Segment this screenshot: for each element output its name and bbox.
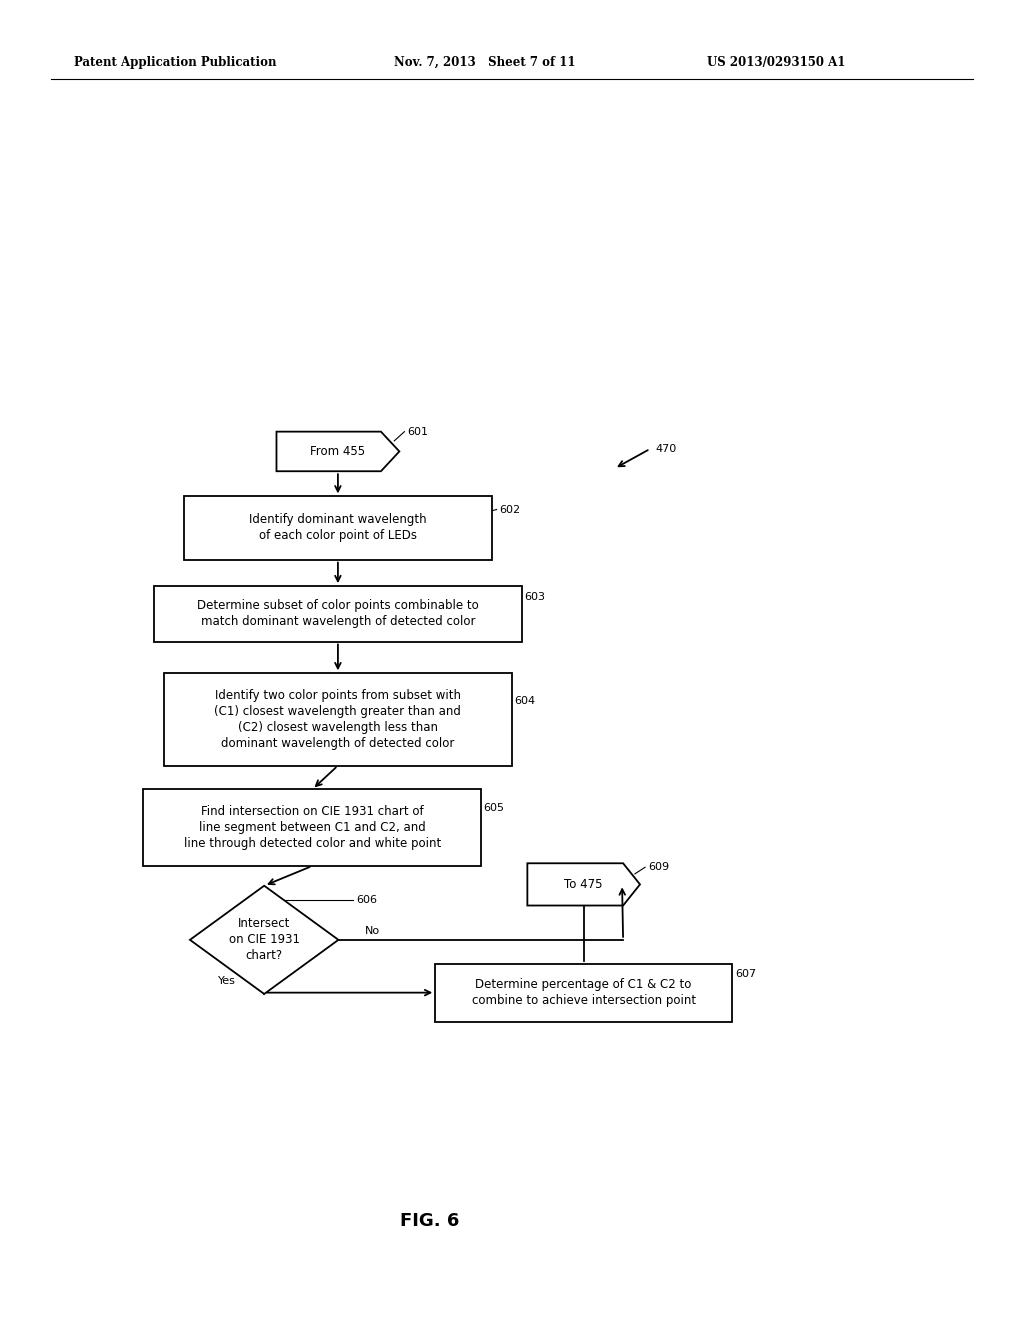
Text: 601: 601 xyxy=(408,426,429,437)
Polygon shape xyxy=(527,863,640,906)
FancyBboxPatch shape xyxy=(164,673,512,766)
Text: From 455: From 455 xyxy=(310,445,366,458)
FancyBboxPatch shape xyxy=(435,964,732,1022)
Text: FIG. 6: FIG. 6 xyxy=(400,1212,460,1230)
Text: 604: 604 xyxy=(514,696,536,706)
Text: 603: 603 xyxy=(524,591,546,602)
Text: Determine percentage of C1 & C2 to
combine to achieve intersection point: Determine percentage of C1 & C2 to combi… xyxy=(472,978,695,1007)
Text: 609: 609 xyxy=(648,862,670,873)
Polygon shape xyxy=(276,432,399,471)
Text: Patent Application Publication: Patent Application Publication xyxy=(74,55,276,69)
FancyBboxPatch shape xyxy=(143,789,481,866)
Text: Identify two color points from subset with
(C1) closest wavelength greater than : Identify two color points from subset wi… xyxy=(214,689,462,750)
Text: Intersect
on CIE 1931
chart?: Intersect on CIE 1931 chart? xyxy=(228,917,300,962)
Text: 606: 606 xyxy=(356,895,378,906)
Polygon shape xyxy=(190,886,338,994)
FancyBboxPatch shape xyxy=(154,586,522,642)
Text: 470: 470 xyxy=(655,444,677,454)
Text: Yes: Yes xyxy=(218,975,236,986)
Text: Determine subset of color points combinable to
match dominant wavelength of dete: Determine subset of color points combina… xyxy=(197,599,479,628)
Text: Identify dominant wavelength
of each color point of LEDs: Identify dominant wavelength of each col… xyxy=(249,513,427,543)
Text: No: No xyxy=(365,925,380,936)
Text: Nov. 7, 2013   Sheet 7 of 11: Nov. 7, 2013 Sheet 7 of 11 xyxy=(394,55,575,69)
Text: To 475: To 475 xyxy=(564,878,603,891)
Text: Find intersection on CIE 1931 chart of
line segment between C1 and C2, and
line : Find intersection on CIE 1931 chart of l… xyxy=(183,805,441,850)
Text: 602: 602 xyxy=(500,504,521,515)
Text: US 2013/0293150 A1: US 2013/0293150 A1 xyxy=(707,55,845,69)
Text: 605: 605 xyxy=(483,803,505,813)
Text: 607: 607 xyxy=(735,969,757,979)
FancyBboxPatch shape xyxy=(184,496,492,560)
